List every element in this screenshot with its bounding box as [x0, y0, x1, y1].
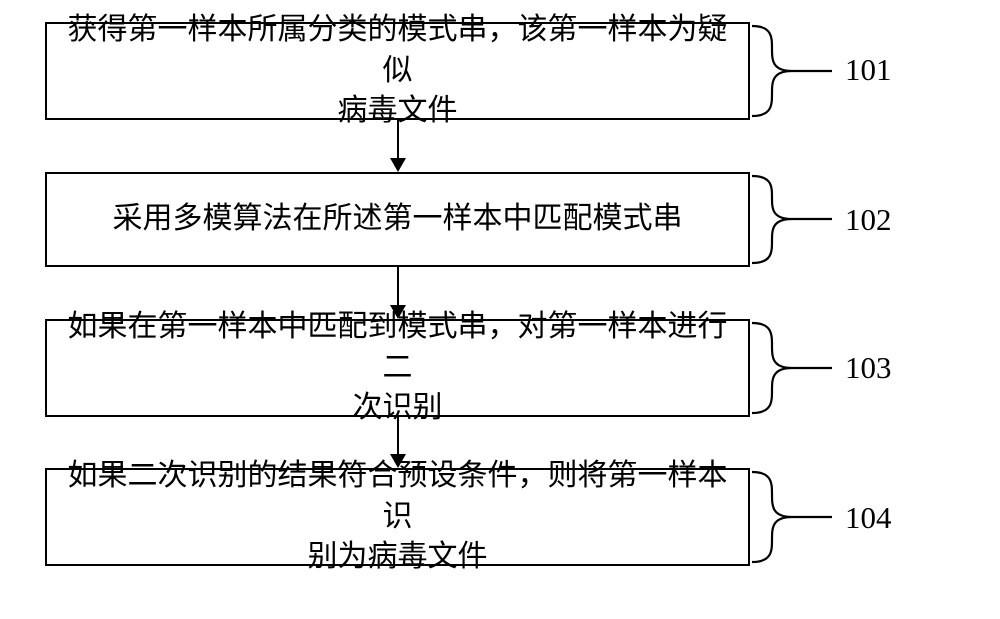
arrow-shaft: [397, 417, 399, 454]
step-label: 101: [845, 52, 892, 88]
flow-step-text-line: 采用多模算法在所述第一样本中匹配模式串: [113, 199, 683, 240]
step-label: 102: [845, 202, 892, 238]
arrow-shaft: [397, 120, 399, 158]
curly-brace: [752, 176, 832, 263]
curly-brace: [752, 26, 832, 116]
arrow-head-icon: [390, 158, 406, 172]
arrow-head-icon: [390, 305, 406, 319]
flow-step-box: 获得第一样本所属分类的模式串，该第一样本为疑似病毒文件: [45, 22, 750, 120]
flowchart-canvas: 获得第一样本所属分类的模式串，该第一样本为疑似病毒文件 101 采用多模算法在所述第…: [0, 0, 1000, 619]
step-label: 103: [845, 350, 892, 386]
step-label: 104: [845, 500, 892, 536]
flow-step-box: 如果二次识别的结果符合预设条件，则将第一样本识别为病毒文件: [45, 468, 750, 566]
curly-brace: [752, 323, 832, 413]
flow-step-text-line: 别为病毒文件: [63, 537, 732, 578]
flow-step-text-line: 获得第一样本所属分类的模式串，该第一样本为疑似: [63, 10, 732, 91]
arrow-shaft: [397, 267, 399, 305]
arrow-head-icon: [390, 454, 406, 468]
flow-step-box: 采用多模算法在所述第一样本中匹配模式串: [45, 172, 750, 267]
flow-step-text-line: 如果在第一样本中匹配到模式串，对第一样本进行二: [63, 307, 732, 388]
flow-step-box: 如果在第一样本中匹配到模式串，对第一样本进行二次识别: [45, 319, 750, 417]
flow-step-text-line: 如果二次识别的结果符合预设条件，则将第一样本识: [63, 456, 732, 537]
curly-brace: [752, 472, 832, 562]
